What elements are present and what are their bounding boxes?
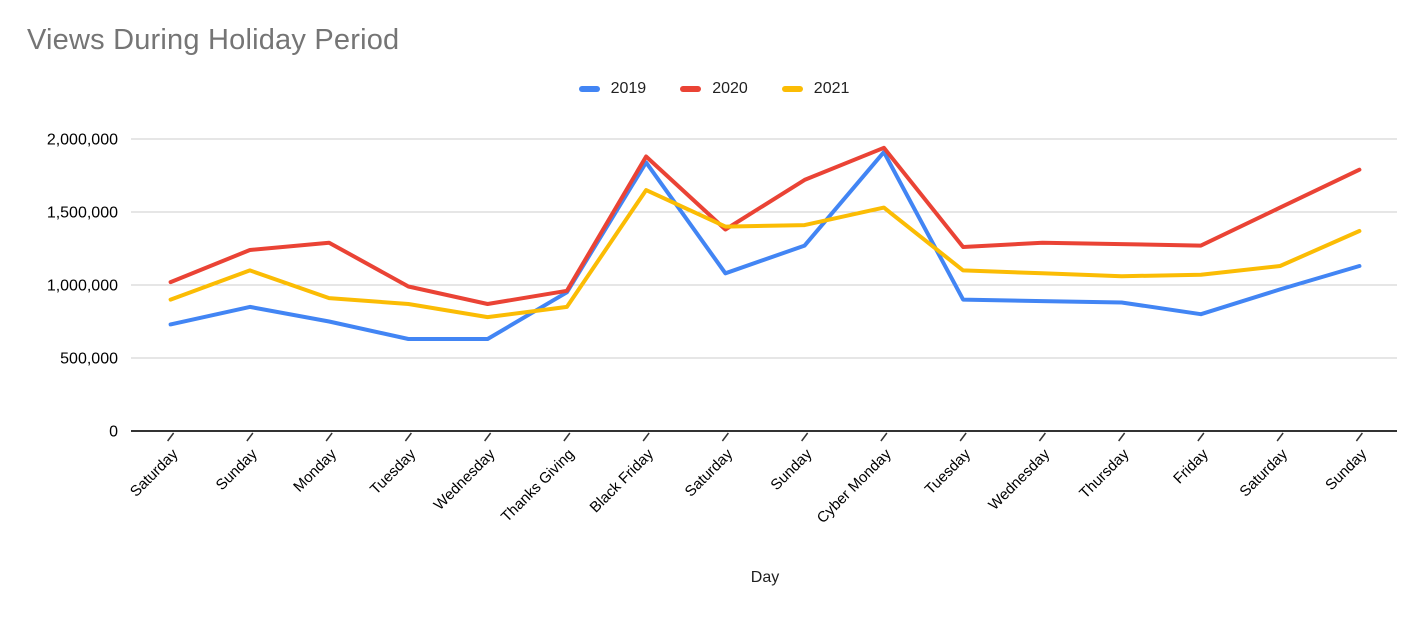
x-tick-mark bbox=[959, 432, 967, 442]
x-tick-mark bbox=[721, 432, 729, 442]
legend-swatch-2020 bbox=[680, 86, 702, 92]
x-tick-mark bbox=[404, 432, 412, 442]
series-line-2020 bbox=[168, 145, 1362, 306]
x-tick-mark bbox=[167, 432, 175, 442]
chart-legend: 2019 2020 2021 bbox=[0, 80, 1428, 98]
x-tick-label: Black Friday bbox=[587, 445, 658, 516]
legend-item-2020[interactable]: 2020 bbox=[680, 80, 748, 98]
x-tick-mark bbox=[1197, 432, 1205, 442]
legend-label-2020: 2020 bbox=[712, 80, 748, 97]
x-tick-mark bbox=[1355, 432, 1363, 442]
x-tick-label: Wednesday bbox=[985, 445, 1053, 513]
x-tick-mark bbox=[246, 432, 254, 442]
x-tick-label: Sunday bbox=[1322, 445, 1370, 493]
y-tick-label: 500,000 bbox=[60, 351, 118, 368]
x-tick-label: Tuesday bbox=[367, 445, 420, 498]
x-tick-mark bbox=[484, 432, 492, 442]
x-tick-label: Cyber Monday bbox=[814, 445, 895, 526]
x-tick-label: Sunday bbox=[767, 445, 815, 493]
legend-item-2021[interactable]: 2021 bbox=[781, 80, 850, 98]
x-tick-label: Monday bbox=[290, 445, 340, 495]
x-tick-mark bbox=[801, 432, 809, 442]
x-tick-label: Tuesday bbox=[922, 445, 975, 498]
x-tick-label: Thursday bbox=[1076, 445, 1133, 502]
x-tick-label: Wednesday bbox=[431, 445, 499, 513]
legend-swatch-2019 bbox=[578, 86, 600, 92]
legend-label-2019: 2019 bbox=[610, 80, 647, 97]
x-tick-label: Sunday bbox=[213, 445, 261, 493]
x-tick-label: Saturday bbox=[1236, 445, 1291, 500]
y-tick-label: 1,500,000 bbox=[47, 205, 118, 222]
x-tick-mark bbox=[1118, 432, 1126, 442]
x-tick-mark bbox=[1038, 432, 1046, 442]
x-tick-label: Saturday bbox=[127, 445, 182, 500]
x-tick-mark bbox=[563, 432, 571, 442]
x-tick-mark bbox=[642, 432, 650, 442]
x-tick-label: Thanks Giving bbox=[498, 446, 578, 526]
series-line-2019 bbox=[168, 150, 1362, 341]
x-tick-mark bbox=[1276, 432, 1284, 442]
x-tick-mark bbox=[325, 432, 333, 442]
y-tick-label: 0 bbox=[109, 424, 118, 441]
x-axis-title: Day bbox=[750, 569, 780, 586]
y-tick-label: 2,000,000 bbox=[47, 132, 118, 149]
x-tick-label: Saturday bbox=[682, 445, 737, 500]
legend-label-2021: 2021 bbox=[813, 80, 850, 97]
series-line-2021 bbox=[168, 188, 1362, 320]
y-tick-label: 1,000,000 bbox=[47, 278, 118, 295]
x-tick-mark bbox=[880, 432, 888, 442]
chart-title: Views During Holiday Period bbox=[27, 24, 400, 56]
legend-swatch-2021 bbox=[781, 86, 803, 92]
legend-item-2019[interactable]: 2019 bbox=[578, 80, 647, 98]
x-tick-label: Friday bbox=[1170, 445, 1212, 487]
